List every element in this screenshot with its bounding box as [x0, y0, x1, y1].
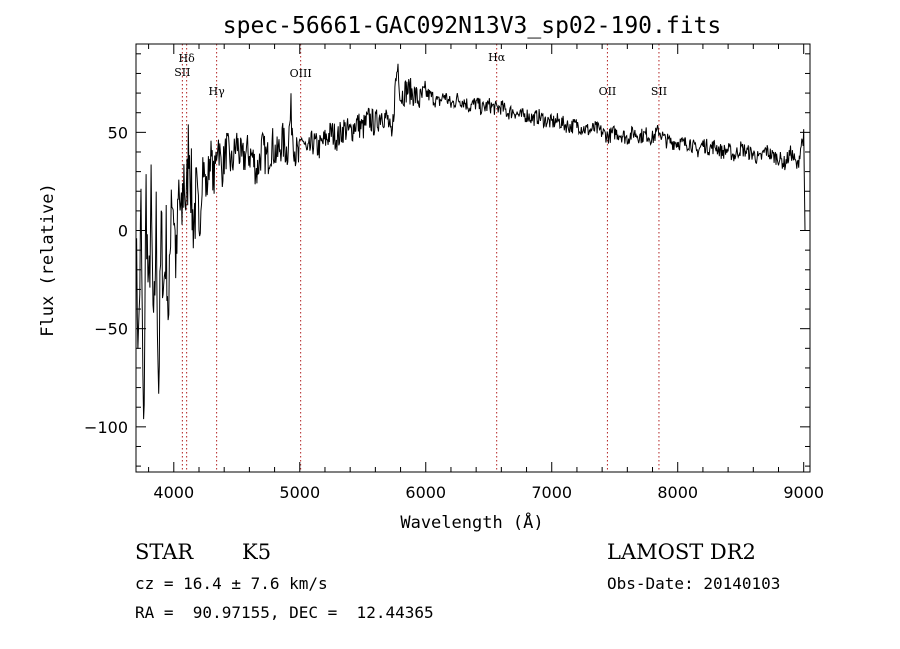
x-tick-label: 7000	[531, 483, 572, 502]
y-axis-label: Flux (relative)	[38, 183, 58, 337]
y-tick-label: −50	[94, 320, 128, 339]
x-tick-label: 8000	[657, 483, 698, 502]
x-tick-label: 9000	[783, 483, 824, 502]
chart-title: spec-56661-GAC092N13V3_sp02-190.fits	[223, 13, 722, 39]
y-tick-label: 0	[118, 222, 128, 241]
line-marker-label: Hγ	[209, 85, 226, 98]
observation-date: Obs-Date: 20140103	[607, 574, 781, 593]
y-tick-label: 50	[108, 123, 128, 142]
redshift-value: cz = 16.4 ± 7.6 km/s	[135, 574, 328, 593]
line-marker-label: SII	[174, 66, 190, 79]
y-tick-label: −100	[84, 418, 128, 437]
plot-frame	[135, 43, 811, 473]
spectrum-line	[135, 63, 806, 420]
line-marker-label: OIII	[290, 67, 312, 80]
object-subclass: K5	[242, 540, 272, 564]
x-axis-label: Wavelength (Å)	[400, 511, 543, 533]
line-marker-label: SII	[651, 85, 667, 98]
line-marker-label: Hδ	[179, 52, 196, 65]
line-marker-label: OII	[599, 85, 617, 98]
x-tick-label: 6000	[405, 483, 446, 502]
survey-name: LAMOST DR2	[607, 540, 756, 564]
object-class: STAR	[135, 540, 194, 564]
coordinates: RA = 90.97155, DEC = 12.44365	[135, 603, 434, 622]
line-marker-label: Hα	[488, 51, 506, 64]
x-tick-label: 5000	[279, 483, 320, 502]
x-tick-label: 4000	[153, 483, 194, 502]
axis-ticks: 4000 5000 6000 7000 8000 9000 −100 −50 0 50	[84, 44, 824, 502]
